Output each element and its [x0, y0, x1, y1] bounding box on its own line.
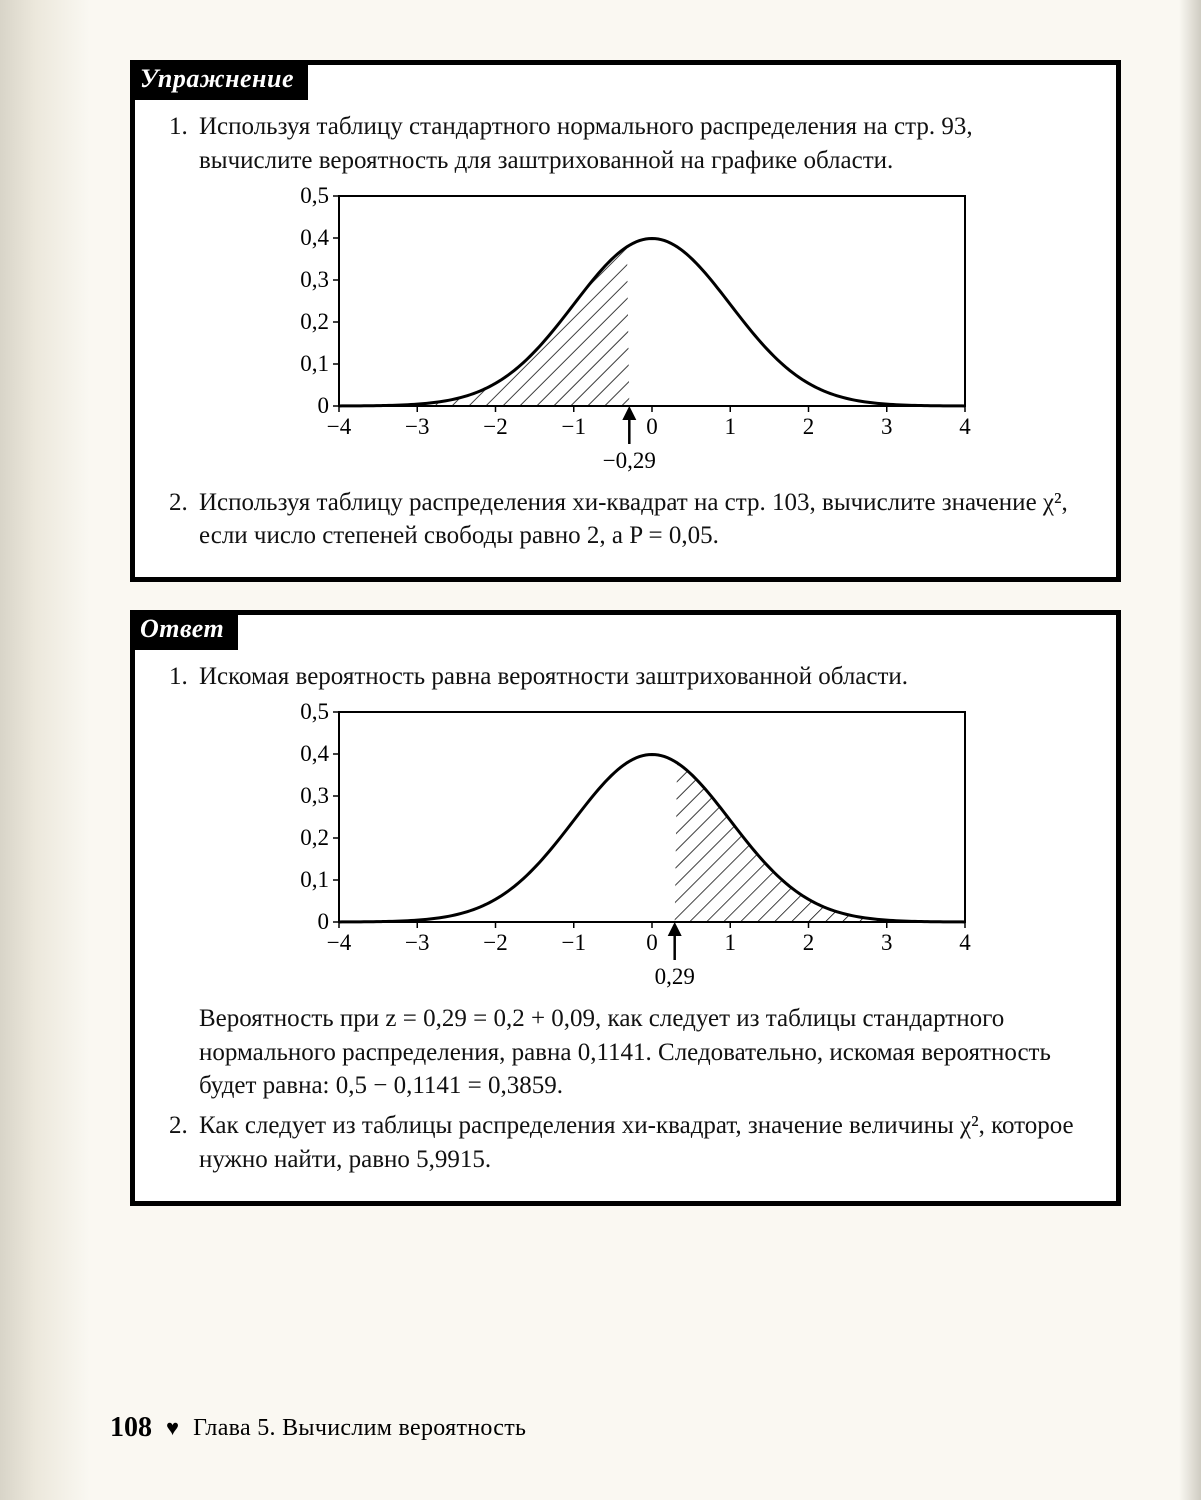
- svg-text:0,2: 0,2: [300, 309, 329, 334]
- item-text: Используя таблицу стандартного нормально…: [199, 110, 1092, 178]
- item-number: 1.: [169, 110, 199, 178]
- svg-text:0,3: 0,3: [300, 267, 329, 292]
- answer-item-1: 1. Искомая вероятность равна вероятности…: [169, 660, 1092, 694]
- exercise-item-1: 1. Используя таблицу стандартного нормал…: [169, 110, 1092, 178]
- answer-header: Ответ: [130, 610, 238, 650]
- item-text: Используя таблицу распределения хи-квадр…: [199, 486, 1092, 554]
- svg-text:−2: −2: [483, 930, 507, 955]
- svg-text:−4: −4: [326, 414, 351, 439]
- svg-text:0,1: 0,1: [300, 867, 329, 892]
- svg-text:0,5: 0,5: [300, 186, 329, 208]
- svg-text:−3: −3: [405, 414, 429, 439]
- exercise-header: Упражнение: [130, 60, 308, 100]
- exercise-item-2: 2. Используя таблицу распределения хи-кв…: [169, 486, 1092, 554]
- svg-text:2: 2: [802, 930, 814, 955]
- svg-text:0: 0: [646, 930, 658, 955]
- item-number: 2.: [169, 1109, 199, 1177]
- normal-chart-1: 00,10,20,30,40,5−4−3−2−101234−0,29: [281, 186, 981, 476]
- exercise-body: 1. Используя таблицу стандартного нормал…: [135, 100, 1116, 577]
- svg-text:−1: −1: [561, 930, 585, 955]
- svg-text:0,4: 0,4: [300, 741, 329, 766]
- svg-text:1: 1: [724, 930, 736, 955]
- chapter-title: Глава 5. Вычислим вероятность: [193, 1415, 526, 1442]
- answer-item-2: 2. Как следует из таблицы распределения …: [169, 1109, 1092, 1177]
- page-number: 108: [110, 1412, 152, 1444]
- svg-text:3: 3: [881, 414, 893, 439]
- page-edge: [1179, 0, 1201, 1500]
- svg-text:0: 0: [646, 414, 658, 439]
- answer-box: Ответ 1. Искомая вероятность равна вероя…: [130, 610, 1121, 1206]
- svg-text:−1: −1: [561, 414, 585, 439]
- svg-text:2: 2: [802, 414, 814, 439]
- chart-1-wrap: 00,10,20,30,40,5−4−3−2−101234−0,29: [169, 186, 1092, 476]
- item-text: Как следует из таблицы распределения хи-…: [199, 1109, 1092, 1177]
- page-footer: 108 ♥ Глава 5. Вычислим вероятность: [110, 1412, 526, 1444]
- svg-text:−0,29: −0,29: [602, 448, 655, 473]
- svg-text:4: 4: [959, 414, 971, 439]
- item-text: Искомая вероятность равна вероятности за…: [199, 660, 1092, 694]
- answer-body: 1. Искомая вероятность равна вероятности…: [135, 650, 1116, 1201]
- svg-text:0,5: 0,5: [300, 702, 329, 724]
- normal-chart-2: 00,10,20,30,40,5−4−3−2−1012340,29: [281, 702, 981, 992]
- svg-text:0,29: 0,29: [654, 964, 694, 989]
- page: Упражнение 1. Используя таблицу стандарт…: [0, 0, 1201, 1500]
- chart-2-wrap: 00,10,20,30,40,5−4−3−2−1012340,29: [169, 702, 1092, 992]
- svg-text:0,1: 0,1: [300, 351, 329, 376]
- binding-shadow: [0, 0, 90, 1500]
- svg-text:0,4: 0,4: [300, 225, 329, 250]
- item-number: 2.: [169, 486, 199, 554]
- svg-text:−2: −2: [483, 414, 507, 439]
- svg-text:0,2: 0,2: [300, 825, 329, 850]
- svg-text:1: 1: [724, 414, 736, 439]
- heart-icon: ♥: [166, 1415, 179, 1441]
- svg-text:0,3: 0,3: [300, 783, 329, 808]
- svg-text:4: 4: [959, 930, 971, 955]
- svg-text:3: 3: [881, 930, 893, 955]
- exercise-box: Упражнение 1. Используя таблицу стандарт…: [130, 60, 1121, 582]
- svg-text:−3: −3: [405, 930, 429, 955]
- answer-para-1: Вероятность при z = 0,29 = 0,2 + 0,09, к…: [169, 1002, 1092, 1103]
- svg-text:−4: −4: [326, 930, 351, 955]
- item-number: 1.: [169, 660, 199, 694]
